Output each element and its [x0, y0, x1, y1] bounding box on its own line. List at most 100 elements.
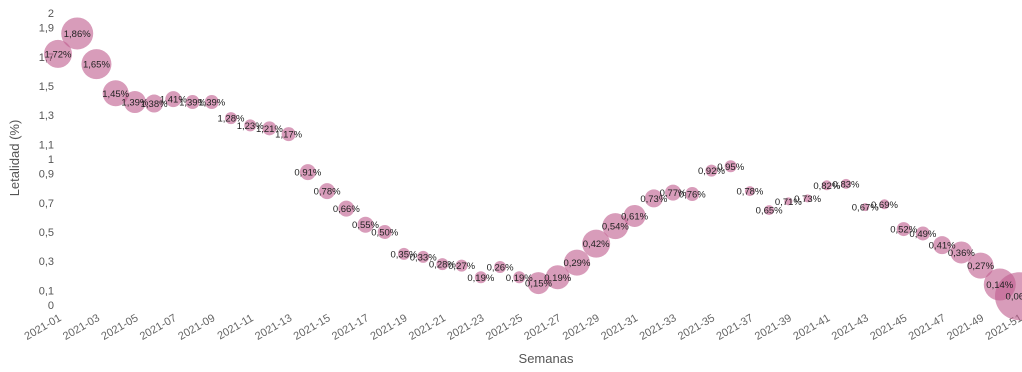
data-bubble [744, 186, 755, 197]
data-label: 0,76% [679, 190, 706, 201]
data-label: 0,50% [371, 228, 398, 239]
data-bubble [262, 121, 277, 136]
x-tick-label: 2021-25 [484, 312, 525, 343]
y-tick-label: 1,9 [39, 23, 54, 35]
data-bubble [861, 203, 870, 212]
data-label: 1,65% [83, 60, 110, 71]
x-tick-label: 2021-19 [368, 312, 409, 343]
data-bubble [623, 204, 646, 227]
x-tick-label: 2021-01 [23, 312, 64, 343]
bubbles [44, 17, 1022, 321]
data-bubble [582, 229, 611, 258]
data-label: 0,19% [506, 273, 533, 284]
data-label: 1,39% [198, 98, 225, 109]
data-bubble [204, 95, 219, 110]
y-tick-label: 1,3 [39, 110, 54, 122]
data-bubble [436, 258, 449, 271]
data-bubble [644, 189, 663, 208]
x-tick-label: 2021-09 [176, 312, 217, 343]
data-bubble [299, 164, 316, 181]
x-tick-label: 2021-39 [753, 312, 794, 343]
data-label: 1,23% [237, 121, 264, 132]
data-bubble [821, 180, 832, 191]
data-label: 1,17% [275, 130, 302, 141]
data-label: 0,35% [390, 249, 417, 260]
y-tick-label: 1,1 [39, 139, 54, 151]
x-tick-label: 2021-11 [215, 312, 255, 342]
data-label: 0,19% [544, 273, 571, 284]
data-label: 0,52% [890, 225, 917, 236]
data-bubble [527, 272, 550, 295]
data-label: 0,73% [640, 194, 667, 205]
x-tick-label: 2021-35 [676, 312, 717, 343]
data-label: 0,95% [717, 162, 744, 173]
x-tick-label: 2021-43 [830, 312, 871, 343]
data-bubble [338, 200, 355, 217]
data-label: 0,28% [429, 260, 456, 271]
data-label: 0,19% [467, 273, 494, 284]
data-bubble [995, 272, 1022, 321]
data-label: 1,72% [45, 49, 72, 60]
x-tick-label: 2021-33 [638, 312, 679, 343]
data-bubble [357, 216, 374, 233]
y-axis-title: Letalidad (%) [7, 120, 22, 197]
data-label: 0,91% [294, 168, 321, 179]
data-bubble [841, 178, 852, 189]
data-bubble [417, 250, 430, 263]
x-tick-label: 2021-21 [407, 312, 448, 343]
data-bubble [896, 222, 911, 237]
data-label: 1,28% [218, 114, 245, 125]
y-tick-label: 1,5 [39, 81, 54, 93]
data-bubble [784, 197, 793, 206]
data-bubble [165, 91, 182, 108]
data-bubble [474, 271, 487, 284]
data-bubble [764, 205, 775, 216]
data-label: 1,86% [64, 29, 91, 40]
y-tick-label: 0,3 [39, 256, 54, 268]
data-label: 0,65% [756, 206, 783, 217]
data-label: 0,27% [448, 261, 475, 272]
data-bubble [244, 119, 257, 132]
data-label: 0,14% [986, 280, 1013, 291]
x-tick-label: 2021-07 [138, 312, 179, 343]
x-tick-label: 2021-45 [868, 312, 909, 343]
data-label: 0,49% [909, 229, 936, 240]
data-bubble [803, 194, 812, 203]
x-tick-label: 2021-15 [292, 312, 333, 343]
y-axis-tick-labels: 00,10,30,50,70,911,11,31,51,71,92 [39, 8, 54, 312]
data-bubble [724, 160, 737, 173]
x-axis-tick-labels: 2021-012021-032021-052021-072021-092021-… [23, 312, 1022, 343]
data-label: 0,54% [602, 222, 629, 233]
data-bubble [967, 252, 994, 279]
x-tick-label: 2021-13 [253, 312, 294, 343]
y-tick-label: 0,9 [39, 169, 54, 181]
x-tick-label: 2021-05 [99, 312, 140, 343]
x-axis-title: Semanas [519, 351, 574, 366]
data-bubble [513, 271, 526, 284]
data-bubble [685, 187, 700, 202]
data-bubble [123, 91, 146, 114]
data-label: 0,33% [410, 252, 437, 263]
y-tick-label: 2 [48, 8, 54, 20]
data-label: 1,45% [102, 89, 129, 100]
data-bubble [185, 95, 200, 110]
data-label: 0,69% [871, 200, 898, 211]
y-tick-label: 1 [48, 154, 54, 166]
data-bubble [224, 112, 237, 125]
data-bubble [44, 39, 72, 68]
data-label: 0,55% [352, 220, 379, 231]
data-bubble [145, 94, 164, 113]
data-bubble [705, 164, 718, 177]
data-label: 0,77% [660, 188, 687, 199]
data-label: 1,39% [121, 98, 148, 109]
data-label: 0,26% [487, 263, 514, 274]
data-label: 0,71% [775, 197, 802, 208]
data-bubble [455, 259, 468, 272]
data-label: 0,06% [1006, 292, 1022, 303]
data-bubble [563, 249, 590, 276]
data-bubble [879, 199, 890, 210]
data-bubble [61, 17, 94, 50]
x-tick-label: 2021-31 [599, 312, 640, 343]
data-label: 0,67% [852, 203, 879, 214]
